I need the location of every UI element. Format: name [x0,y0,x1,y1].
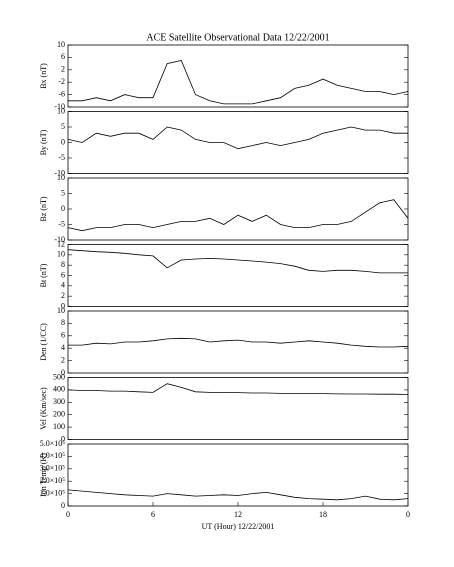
x-axis-label: UT (Hour) 12/22/2001 [202,522,275,531]
panel-frame [67,310,409,374]
panel-frame [67,111,409,174]
data-line [67,489,409,501]
y-tick-label: 0 [61,301,65,310]
chart-title: ACE Satellite Observational Data 12/22/2… [146,32,329,43]
y-tick-label: 0 [61,434,65,443]
y-tick-label: 400 [53,385,65,394]
y-tick-label: 100 [53,422,65,431]
y-tick-label: 4 [61,281,65,290]
y-tick-label: 10 [57,250,65,259]
y-axis-label: Bt (nT) [39,263,48,287]
data-line [68,337,409,348]
y-axis-label: By (nT) [39,129,48,155]
x-tick-label: 12 [234,510,242,519]
y-tick-label: 2 [61,65,65,74]
y-tick-label: 10 [57,306,65,315]
y-tick-label: 200 [53,410,65,419]
y-tick-label: -10 [54,235,65,244]
panel-frame [67,443,409,507]
y-tick-label: 6 [61,52,65,61]
y-tick-label: -5 [58,153,65,162]
panel-frame [67,44,409,108]
x-tick-label: 0 [66,510,70,519]
data-line [67,126,408,150]
y-axis-label: Bx (nT) [39,63,48,89]
y-tick-label: -6 [58,89,65,98]
data-line [68,60,409,105]
y-tick-label: 2.0×10⁵ [40,476,66,485]
y-tick-label: 5 [61,122,65,131]
y-tick-label: -2 [58,77,65,86]
panel-frame [67,377,409,440]
y-tick-label: 1.0×10⁵ [40,488,66,497]
y-tick-label: 10 [57,106,65,115]
x-tick-label: 18 [319,510,327,519]
y-tick-label: 6 [61,270,65,279]
y-tick-label: 10 [57,173,65,182]
y-tick-label: 8 [61,260,65,269]
y-tick-label: 10 [57,40,65,49]
y-tick-label: 2 [61,355,65,364]
y-tick-label: 6 [61,331,65,340]
y-tick-label: 5.0×10⁵ [40,439,66,448]
y-tick-label: 8 [61,318,65,327]
data-line [67,199,409,232]
x-tick-label: 0 [406,510,410,519]
y-tick-label: 12 [57,239,65,248]
y-tick-label: -5 [58,219,65,228]
y-tick-label: 0 [61,137,65,146]
y-tick-label: 3.0×10⁵ [40,464,66,473]
y-tick-label: 500 [53,372,65,381]
y-tick-label: 5 [61,188,65,197]
y-axis-label: Ion Temp (K) [39,453,48,497]
panel-frame [67,177,409,241]
y-tick-label: -10 [54,168,65,177]
panel-frame [67,244,409,307]
y-tick-label: 300 [53,397,65,406]
y-tick-label: 0 [61,204,65,213]
y-tick-label: 0 [61,501,65,510]
x-tick-label: 6 [151,510,155,519]
y-axis-label: Den (1/CC) [39,323,48,361]
y-tick-label: 0 [61,368,65,377]
y-axis-label: Bz (nT) [39,196,48,221]
data-line [67,383,409,395]
y-axis-label: Vel (Km/sec) [39,387,48,430]
data-line [67,249,408,274]
y-tick-label: 2 [61,291,65,300]
y-tick-label: 4.0×10⁵ [40,451,66,460]
y-tick-label: 4 [61,343,65,352]
y-tick-label: -10 [54,102,65,111]
